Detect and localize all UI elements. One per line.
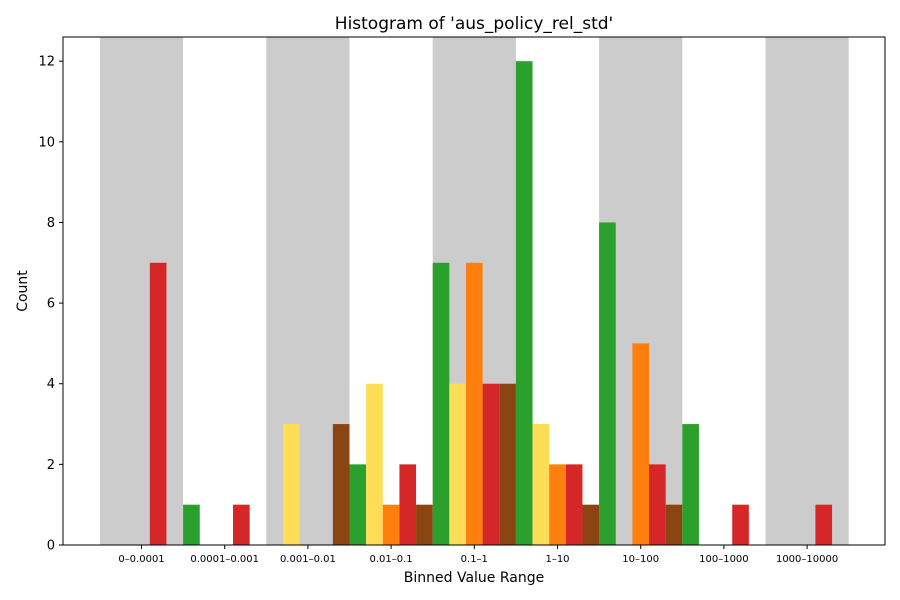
x-tick-label: 1–10	[545, 554, 569, 565]
y-tick-label: 10	[38, 135, 55, 150]
y-tick-label: 6	[47, 297, 55, 312]
x-tick-label: 0.1–1	[461, 554, 488, 565]
background-band	[99, 37, 184, 545]
chart-title: Histogram of 'aus_policy_rel_std'	[335, 14, 613, 34]
background-bands	[99, 37, 849, 545]
x-tick-label: 0.01–0.1	[370, 554, 413, 565]
x-tick-label: 10–100	[622, 554, 659, 565]
bar	[382, 504, 400, 545]
bar	[465, 262, 483, 545]
bar	[515, 61, 533, 545]
bar	[815, 504, 833, 545]
bar	[665, 504, 683, 545]
y-tick-label: 2	[47, 458, 55, 473]
bar	[183, 504, 200, 545]
x-axis-label: Binned Value Range	[404, 570, 544, 586]
x-tick-label: 1000–10000	[776, 554, 838, 565]
y-axis-ticks: 0 2 4 6 8 10 12	[38, 55, 63, 554]
x-tick-label: 0.001–0.01	[280, 554, 336, 565]
bar	[565, 464, 583, 545]
bar	[282, 424, 300, 545]
bar	[233, 504, 250, 545]
x-tick-label: 100–1000	[699, 554, 749, 565]
y-tick-label: 0	[47, 539, 55, 554]
bar	[582, 504, 600, 545]
bar	[632, 343, 650, 545]
x-tick-label: 0–0.0001	[118, 554, 164, 565]
bar	[432, 262, 450, 545]
bar	[599, 222, 616, 545]
bar	[649, 464, 666, 545]
bar	[149, 262, 167, 545]
y-axis-label: Count	[15, 270, 31, 312]
bar	[732, 504, 749, 545]
bar	[366, 383, 383, 545]
bar	[399, 464, 417, 545]
bar	[499, 383, 516, 545]
bar	[482, 383, 500, 545]
bar	[349, 464, 367, 545]
bars	[149, 61, 833, 545]
bar	[332, 424, 350, 545]
x-axis-ticks: 0–0.0001 0.0001–0.001 0.001–0.01 0.01–0.1 0.…	[118, 545, 838, 565]
x-tick-label: 0.0001–0.001	[190, 554, 259, 565]
bar	[449, 383, 466, 545]
y-tick-label: 4	[47, 377, 55, 392]
y-tick-label: 8	[47, 216, 55, 231]
bar	[416, 504, 433, 545]
background-band	[765, 37, 849, 545]
y-tick-label: 12	[38, 55, 55, 70]
bar	[532, 424, 550, 545]
bar	[682, 424, 699, 545]
bar	[549, 464, 566, 545]
